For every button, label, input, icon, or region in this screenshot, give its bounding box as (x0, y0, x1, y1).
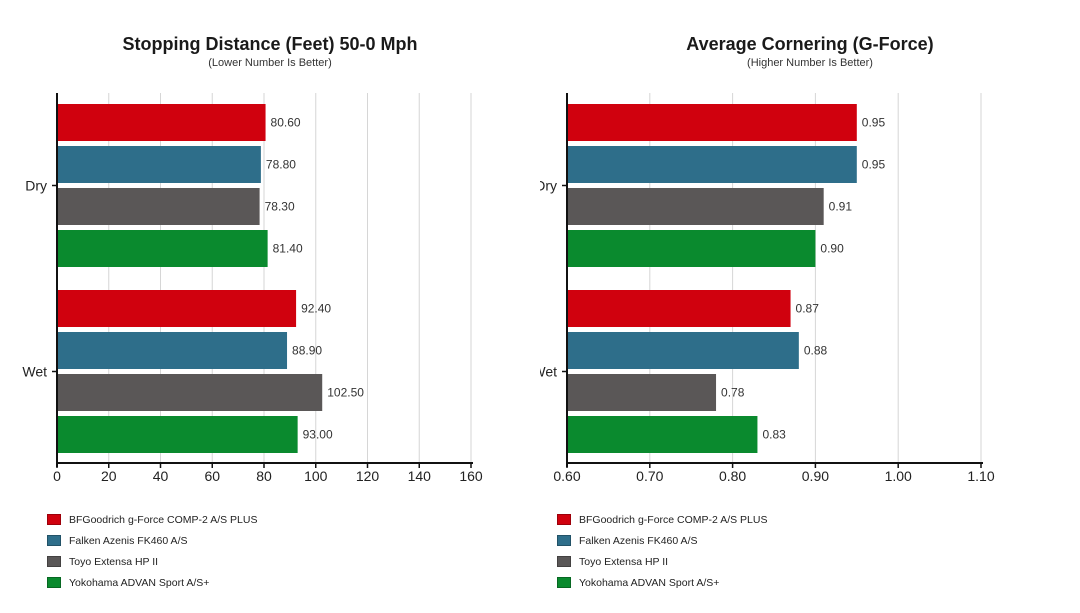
bar (568, 332, 799, 369)
legend-swatch-bfgoodrich (47, 514, 61, 525)
bar (58, 290, 297, 327)
category-label: Dry (540, 178, 557, 194)
x-tick-label: 80 (256, 468, 272, 484)
legend-label: Yokohama ADVAN Sport A/S+ (579, 576, 720, 589)
legend-item-bfgoodrich: BFGoodrich g-Force COMP-2 A/S PLUS (47, 509, 257, 530)
legend-label: Toyo Extensa HP II (69, 555, 159, 568)
bar (568, 146, 857, 183)
data-label: 93.00 (303, 428, 333, 442)
legend-swatch-toyo (47, 556, 61, 567)
legend-item-bfgoodrich: BFGoodrich g-Force COMP-2 A/S PLUS (557, 509, 767, 530)
x-tick-label: 1.10 (967, 468, 994, 484)
legend-item-falken: Falken Azenis FK460 A/S (557, 530, 767, 551)
chart-subtitle: (Lower Number Is Better) (208, 57, 332, 69)
bar (568, 290, 791, 327)
category-label: Wet (22, 364, 47, 380)
bar (58, 416, 298, 453)
stopping-distance-plot: 80.60 92.40 78.80 88.90 78.30 102.50 81.40 93.0… (22, 93, 483, 484)
chart-legend: BFGoodrich g-Force COMP-2 A/S PLUS Falke… (557, 509, 767, 593)
bar (58, 374, 323, 411)
legend-item-yokohama: Yokohama ADVAN Sport A/S+ (557, 572, 767, 593)
category-label: Wet (540, 364, 557, 380)
bar (58, 146, 261, 183)
legend-label: Toyo Extensa HP II (579, 555, 669, 568)
data-label: 102.50 (327, 386, 364, 400)
x-tick-label: 100 (304, 468, 328, 484)
data-label: 0.91 (829, 200, 853, 214)
x-tick-label: 0.90 (802, 468, 829, 484)
data-label: 0.95 (862, 116, 886, 130)
x-tick-label: 0.80 (719, 468, 746, 484)
legend-label: Falken Azenis FK460 A/S (579, 534, 698, 547)
chart-title: Stopping Distance (Feet) 50-0 Mph (122, 34, 418, 54)
x-tick-label: 0 (53, 468, 61, 484)
legend-swatch-yokohama (557, 577, 571, 588)
chart-subtitle: (Higher Number Is Better) (747, 57, 873, 69)
data-label: 0.88 (804, 344, 828, 358)
data-label: 81.40 (273, 242, 303, 256)
legend-item-toyo: Toyo Extensa HP II (47, 551, 257, 572)
legend-swatch-falken (557, 535, 571, 546)
data-label: 0.78 (721, 386, 745, 400)
chart-title: Average Cornering (G-Force) (686, 34, 934, 54)
bar (58, 104, 266, 141)
legend-label: BFGoodrich g-Force COMP-2 A/S PLUS (579, 513, 768, 526)
x-tick-label: 160 (459, 468, 483, 484)
x-tick-label: 60 (204, 468, 220, 484)
legend-label: Falken Azenis FK460 A/S (69, 534, 188, 547)
legend-item-falken: Falken Azenis FK460 A/S (47, 530, 257, 551)
x-tick-label: 0.60 (553, 468, 580, 484)
legend-swatch-falken (47, 535, 61, 546)
cornering-plot: 0.95 0.87 0.95 0.88 0.91 0.78 0.90 0.83 0.60 0.70… (540, 93, 995, 484)
legend-swatch-yokohama (47, 577, 61, 588)
category-label: Dry (25, 178, 47, 194)
x-tick-label: 0.70 (636, 468, 663, 484)
legend-label: BFGoodrich g-Force COMP-2 A/S PLUS (69, 513, 258, 526)
bar (568, 374, 717, 411)
data-label: 0.90 (820, 242, 844, 256)
bar (568, 104, 857, 141)
data-label: 0.95 (862, 158, 886, 172)
x-tick-label: 1.00 (885, 468, 912, 484)
data-label: 0.87 (796, 302, 820, 316)
data-label: 78.80 (266, 158, 296, 172)
bar (58, 188, 260, 225)
x-tick-label: 120 (356, 468, 380, 484)
legend-swatch-bfgoodrich (557, 514, 571, 525)
cornering-chart: Average Cornering (G-Force) (Higher Numb… (540, 0, 1080, 613)
bar (568, 230, 816, 267)
legend-item-yokohama: Yokohama ADVAN Sport A/S+ (47, 572, 257, 593)
legend-item-toyo: Toyo Extensa HP II (557, 551, 767, 572)
bar (58, 230, 268, 267)
legend-swatch-toyo (557, 556, 571, 567)
data-label: 78.30 (265, 200, 295, 214)
bar (568, 188, 824, 225)
x-tick-label: 20 (101, 468, 117, 484)
x-tick-label: 140 (408, 468, 432, 484)
bar (568, 416, 758, 453)
data-label: 80.60 (271, 116, 301, 130)
stopping-distance-chart: Stopping Distance (Feet) 50-0 Mph (Lower… (22, 34, 483, 593)
data-label: 92.40 (301, 302, 331, 316)
chart-legend: BFGoodrich g-Force COMP-2 A/S PLUS Falke… (47, 509, 257, 593)
data-label: 88.90 (292, 344, 322, 358)
data-label: 0.83 (762, 428, 786, 442)
legend-label: Yokohama ADVAN Sport A/S+ (69, 576, 210, 589)
bar (58, 332, 288, 369)
x-tick-label: 40 (153, 468, 169, 484)
